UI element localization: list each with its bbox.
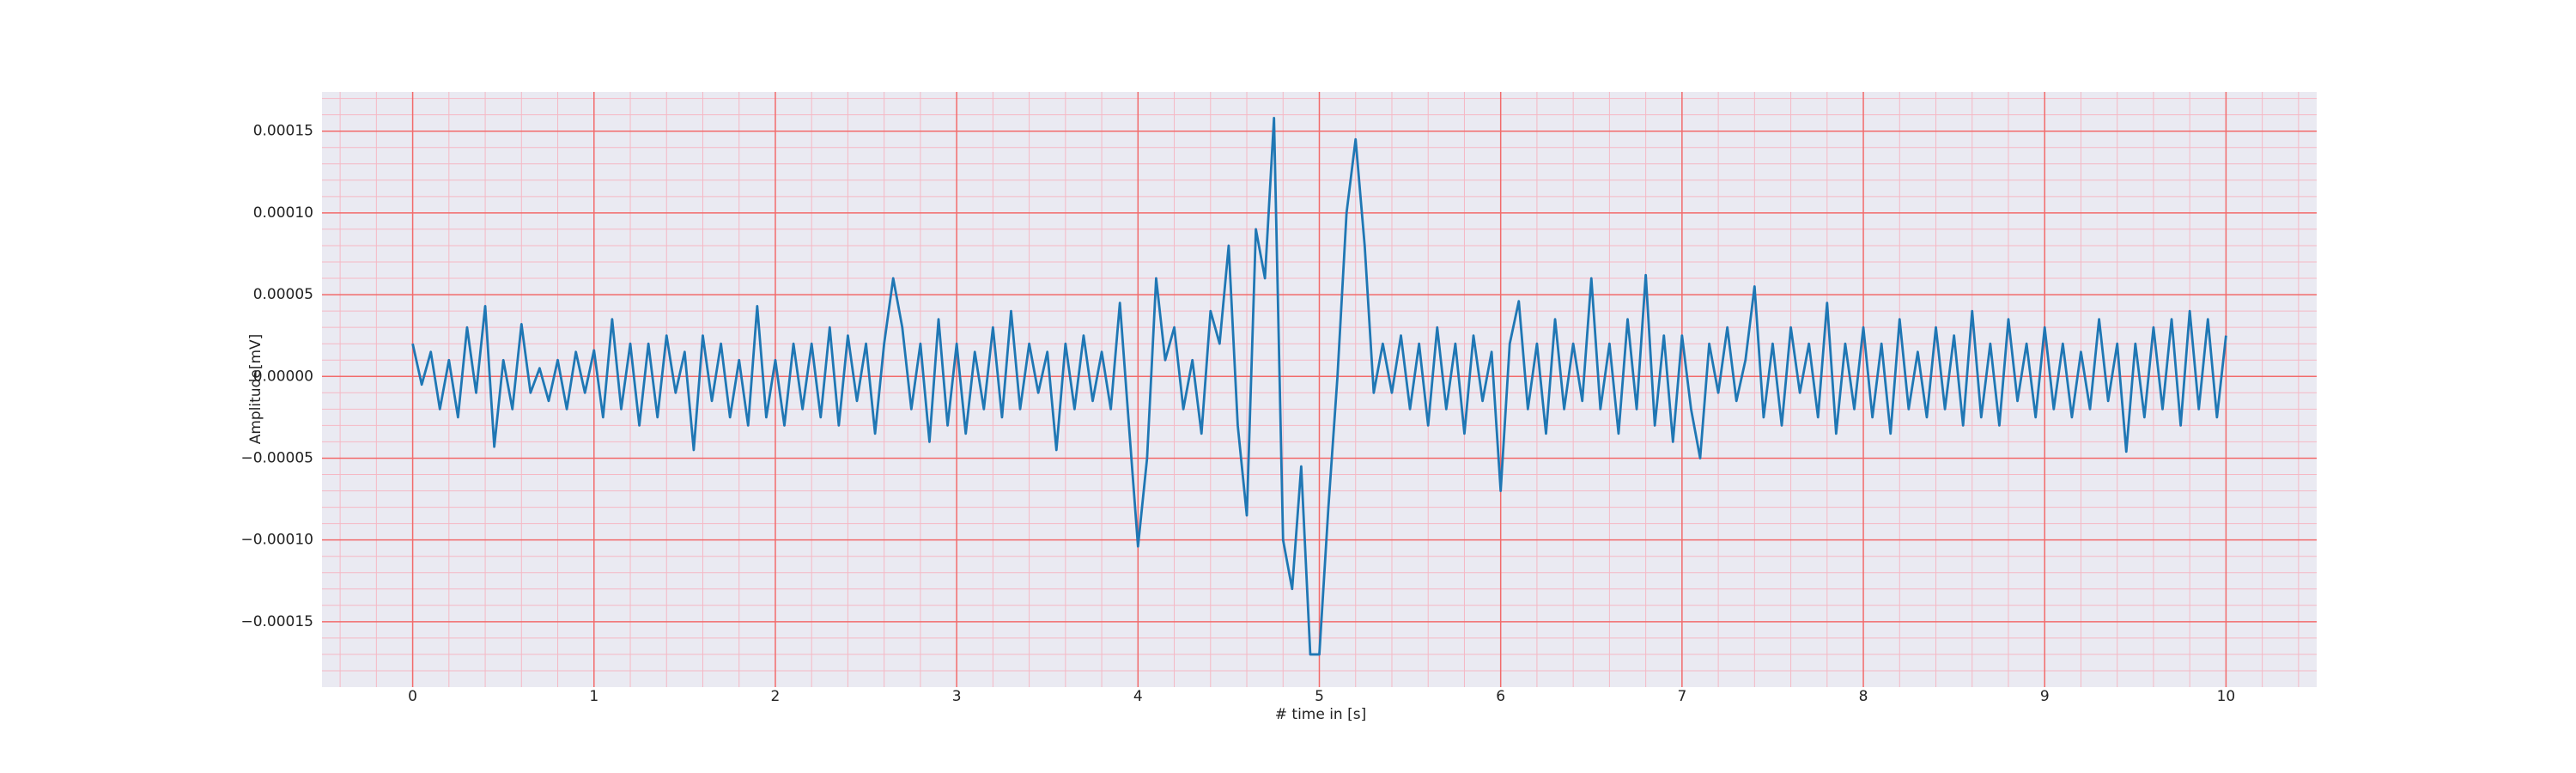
series-line	[411, 117, 2227, 656]
y-tick-label: −0.00005	[240, 449, 313, 466]
y-tick-label: 0.00010	[253, 204, 313, 222]
x-tick-label: 5	[1315, 688, 1324, 705]
x-tick-label: 7	[1677, 688, 1686, 705]
x-axis-label: # time in [s]	[1275, 706, 1366, 723]
y-tick-label: 0.00000	[253, 368, 313, 385]
y-tick-label: −0.00010	[240, 532, 313, 549]
x-tick-label: 4	[1133, 688, 1143, 705]
y-tick-label: 0.00005	[253, 286, 313, 303]
x-tick-label: 9	[2040, 688, 2050, 705]
y-axis-label: Amplitude[mV]	[247, 334, 264, 445]
x-tick-label: 10	[2217, 688, 2236, 705]
x-tick-label: 8	[1859, 688, 1868, 705]
x-tick-label: 2	[771, 688, 781, 705]
x-tick-label: 3	[952, 688, 962, 705]
x-tick-label: 1	[589, 688, 598, 705]
y-tick-label: −0.00015	[240, 613, 313, 630]
x-tick-label: 0	[408, 688, 417, 705]
x-tick-label: 6	[1496, 688, 1505, 705]
y-tick-label: 0.00015	[253, 123, 313, 140]
